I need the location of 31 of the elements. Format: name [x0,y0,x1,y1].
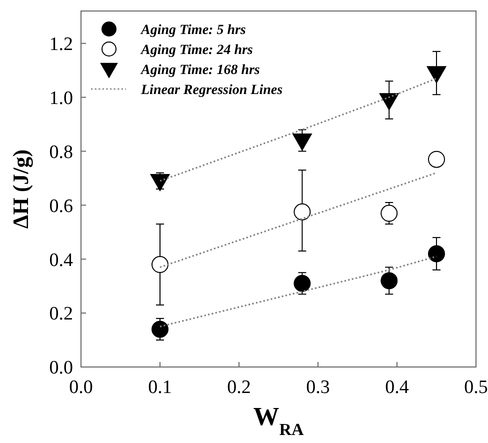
point [294,274,311,292]
y-tick-label: 0.4 [49,250,74,271]
legend-label: Linear Regression Lines [140,82,284,98]
y-tick-label: 0.2 [49,304,73,325]
point [380,272,398,290]
x-tick-label: 0.5 [464,377,488,398]
point [426,66,446,84]
point [152,256,168,274]
point [150,174,170,192]
y-tick-label: 1.0 [49,88,73,109]
legend-label: Aging Time: 24 hrs [140,42,254,58]
x-tick-label: 0.1 [148,377,172,398]
point [380,204,398,222]
y-tick-label: 0.8 [49,142,73,163]
point [294,203,311,220]
x-tick-label: 0.3 [306,377,330,398]
y-tick-label: 0.6 [49,196,73,217]
legend-label: Aging Time: 5 hrs [140,22,246,38]
point [152,320,168,338]
y-axis-title: ΔH (J/g) [8,149,33,229]
y-tick-label: 0.0 [49,358,73,379]
point [428,150,445,168]
x-tick-label: 0.0 [69,377,93,398]
point [428,245,445,262]
point [292,134,312,151]
x-tick-label: 0.4 [385,377,410,398]
y-tick-label: 1.2 [49,34,73,56]
point [379,93,399,110]
x-axis-title: W$_{RA}$ [253,402,304,438]
x-tick-label: 0.2 [227,377,251,398]
legend-label: Aging Time: 168 hrs [140,62,260,78]
